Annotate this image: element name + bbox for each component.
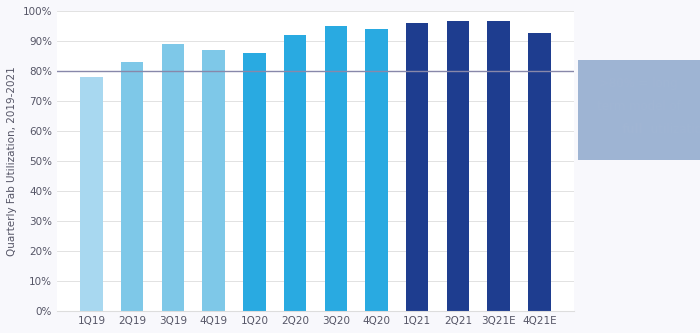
Bar <box>284 35 307 311</box>
Bar <box>365 29 388 311</box>
Bar <box>447 21 469 311</box>
Bar <box>80 77 103 311</box>
Bar <box>202 50 225 311</box>
Bar <box>325 26 347 311</box>
Text: full: full <box>622 123 643 137</box>
Bar <box>243 53 265 311</box>
Text: term model of: term model of <box>597 100 680 113</box>
Bar <box>528 33 550 311</box>
Bar <box>487 21 510 311</box>
Bar <box>121 62 144 311</box>
Bar <box>162 44 184 311</box>
Bar <box>406 23 428 311</box>
Text: utilization: utilization <box>647 123 700 137</box>
Text: >80% = long: >80% = long <box>599 77 678 90</box>
Y-axis label: Quarterly Fab Utilization, 2019-2021: Quarterly Fab Utilization, 2019-2021 <box>7 66 17 256</box>
